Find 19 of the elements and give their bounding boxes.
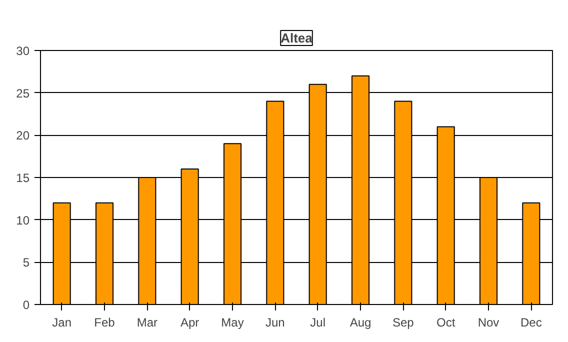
y-tick-label: 30 — [16, 44, 30, 58]
x-tick-label: Nov — [478, 316, 500, 330]
y-tick-label: 0 — [22, 298, 30, 312]
x-tick-label: Jul — [310, 316, 326, 330]
x-tick-label: Jan — [52, 316, 72, 330]
x-tick-label: May — [221, 316, 244, 330]
x-tick-label: Mar — [136, 316, 158, 330]
x-tick-label: Oct — [436, 316, 456, 330]
x-tick-label: Feb — [94, 316, 116, 330]
x-tick-label: Jun — [265, 316, 285, 330]
y-tick-label: 10 — [16, 213, 30, 228]
x-tick-label: Dec — [520, 316, 542, 330]
y-tick-label: 5 — [22, 256, 30, 270]
y-tick-label: 15 — [16, 171, 30, 185]
x-tick-label: Sep — [392, 316, 414, 330]
y-tick-label: 25 — [16, 86, 30, 100]
x-tick-label: Aug — [350, 316, 372, 330]
y-tick-label: 20 — [16, 128, 30, 143]
x-tick-label: Apr — [180, 316, 200, 330]
